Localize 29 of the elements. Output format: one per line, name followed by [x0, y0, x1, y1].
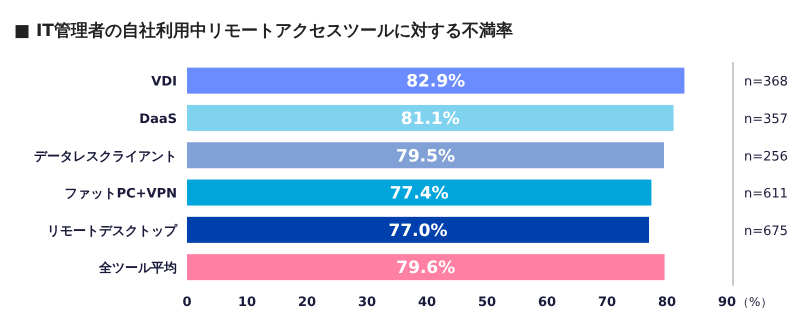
- x-tick-label: 10: [238, 295, 256, 310]
- x-tick-label: 50: [478, 295, 496, 310]
- y-tick-label: データレスクライアント: [34, 149, 177, 164]
- text: n=357: [744, 112, 788, 127]
- x-tick-label: 90: [718, 295, 736, 310]
- x-axis-title: （%）: [737, 295, 772, 309]
- x-tick-label: 0: [182, 295, 192, 310]
- chart-title: ■ IT管理者の自社利用中リモートアクセスツールに対する不満率: [14, 21, 513, 41]
- y-tick-label: VDI: [151, 74, 177, 90]
- text: n=368: [744, 74, 788, 90]
- data-label: 79.5%: [396, 146, 455, 166]
- text: n=256: [744, 149, 788, 164]
- data-label: 81.1%: [400, 108, 460, 129]
- x-tick-label: 30: [358, 295, 376, 310]
- x-tick-label: 70: [598, 295, 616, 310]
- data-label: 79.6%: [396, 258, 456, 278]
- data-label: 77.4%: [390, 184, 449, 204]
- y-tick-label: 全ツール平均: [98, 261, 177, 276]
- y-tick-label: DaaS: [139, 112, 177, 127]
- x-tick-label: 20: [298, 295, 316, 310]
- x-tick-label: 60: [538, 295, 556, 310]
- y-tick-label: リモートデスクトップ: [47, 222, 178, 239]
- x-tick-label: 40: [418, 295, 436, 310]
- x-tick-label: 80: [658, 295, 676, 310]
- text: n=675: [744, 224, 788, 239]
- text: n=611: [744, 186, 788, 202]
- data-label: 77.0%: [388, 220, 448, 241]
- data-label: 82.9%: [406, 72, 466, 92]
- y-tick-label: ファットPC+VPN: [64, 186, 177, 202]
